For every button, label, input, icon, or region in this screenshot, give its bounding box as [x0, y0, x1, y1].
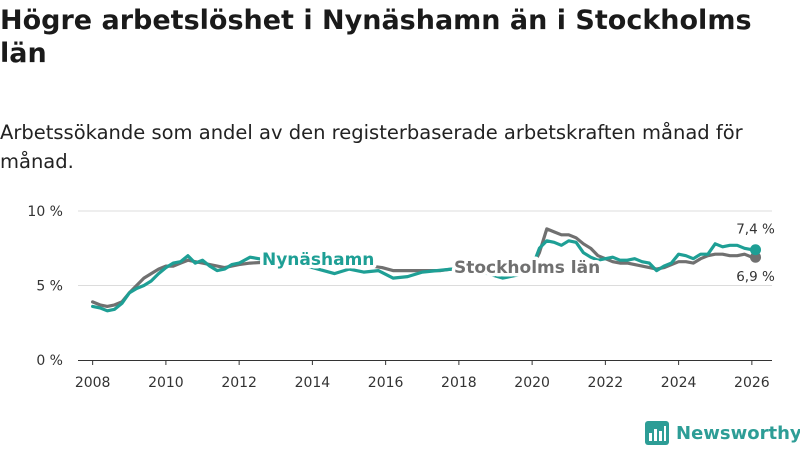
end-value-label: 6,9 % [736, 269, 775, 285]
x-tick-label: 2018 [441, 375, 477, 391]
series-label: Nynäshamn [262, 250, 374, 270]
x-tick-label: 2010 [148, 375, 184, 391]
y-tick-label: 0 % [36, 353, 63, 369]
series-line [91, 239, 758, 313]
x-tick-label: 2026 [734, 375, 770, 391]
series-label: Stockholms län [454, 258, 600, 278]
chart-subtitle: Arbetssökande som andel av den registerb… [0, 121, 743, 173]
chart-title: Högre arbetslöshet i Nynäshamn än i Stoc… [0, 5, 752, 69]
y-tick-label: 10 % [27, 204, 63, 220]
brand-logo: Newsworthy [645, 420, 800, 446]
x-tick-label: 2024 [661, 375, 697, 391]
x-tick-label: 2008 [75, 375, 111, 391]
series-line [91, 227, 758, 308]
end-value-label: 7,4 % [736, 222, 775, 238]
x-tick-label: 2022 [588, 375, 624, 391]
brand-name: Newsworthy [676, 422, 800, 444]
bar-chart-logo-icon [645, 421, 669, 445]
x-tick-label: 2012 [221, 375, 257, 391]
x-tick-label: 2014 [295, 375, 331, 391]
x-tick-label: 2016 [368, 375, 404, 391]
y-tick-label: 5 % [36, 279, 63, 295]
x-tick-label: 2020 [514, 375, 550, 391]
end-point-marker [750, 244, 762, 256]
